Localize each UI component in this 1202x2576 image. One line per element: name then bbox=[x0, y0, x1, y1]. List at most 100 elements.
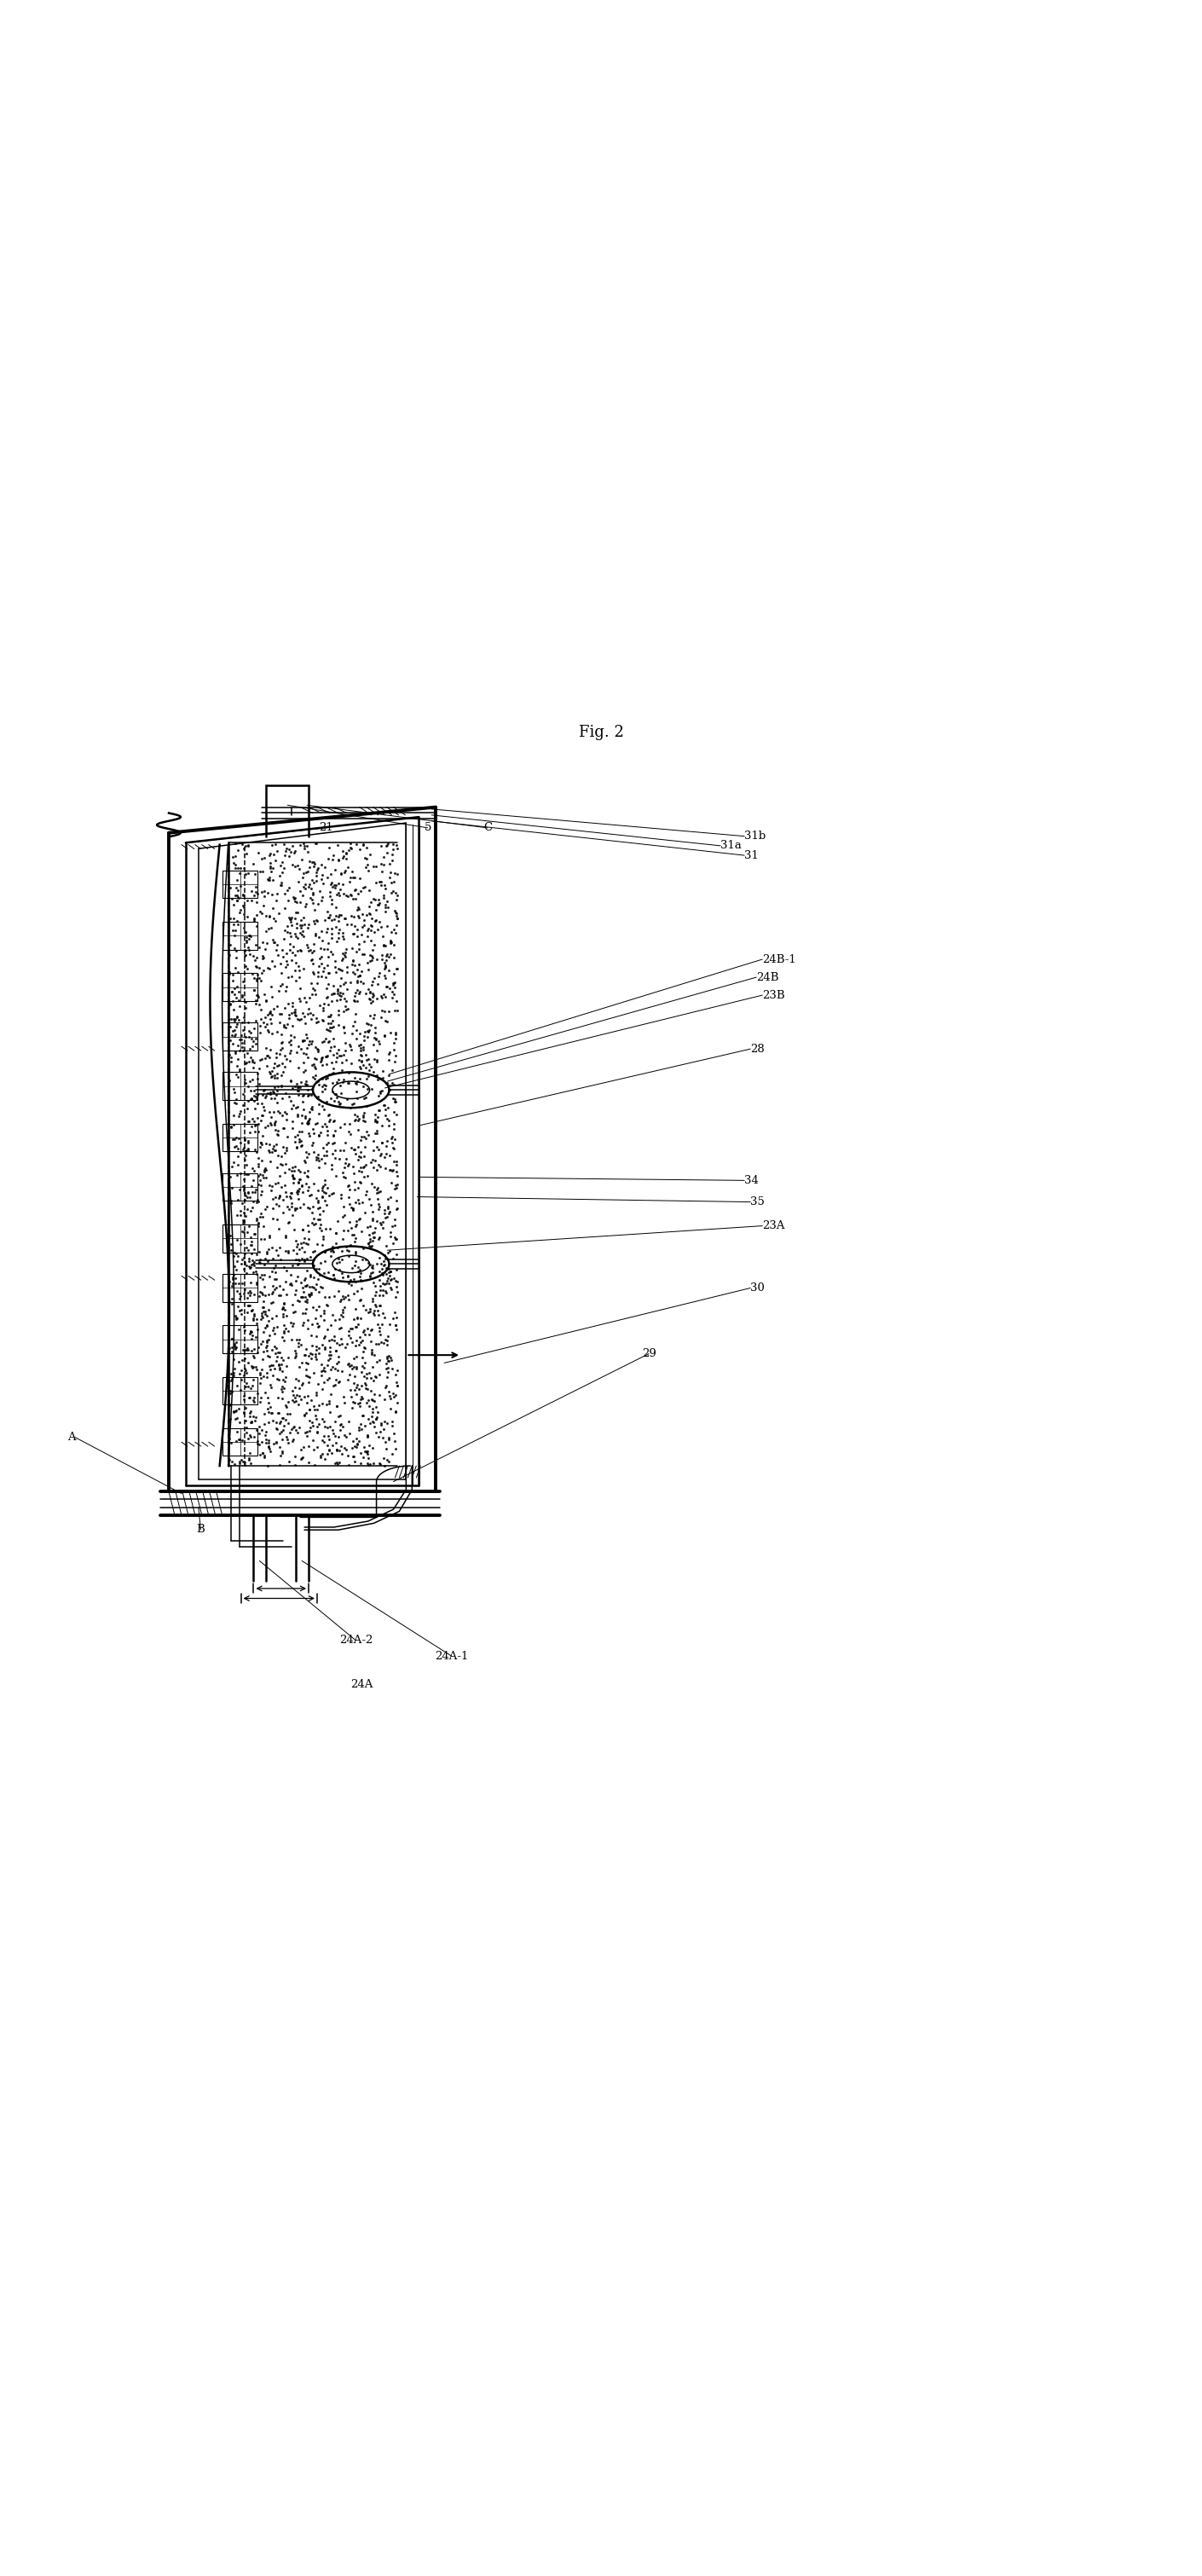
Point bbox=[370, 1285, 389, 1327]
Point bbox=[380, 1149, 399, 1190]
Point bbox=[268, 1056, 287, 1097]
Point bbox=[236, 1365, 255, 1406]
Point bbox=[315, 948, 334, 989]
Point bbox=[261, 992, 280, 1033]
Point bbox=[243, 871, 262, 912]
Point bbox=[331, 971, 350, 1012]
Point bbox=[285, 935, 304, 976]
Point bbox=[380, 1193, 399, 1234]
Point bbox=[254, 1285, 273, 1327]
Point bbox=[227, 966, 246, 1007]
Point bbox=[346, 992, 365, 1033]
Point bbox=[373, 935, 392, 976]
Point bbox=[353, 1319, 373, 1360]
Point bbox=[362, 1005, 381, 1046]
Point bbox=[238, 1291, 257, 1332]
Point bbox=[357, 1077, 376, 1118]
Point bbox=[304, 1056, 323, 1097]
Point bbox=[237, 920, 256, 961]
Point bbox=[244, 1020, 263, 1061]
Point bbox=[297, 1103, 316, 1144]
Point bbox=[261, 1430, 280, 1471]
Point bbox=[275, 1216, 294, 1257]
Point bbox=[240, 914, 260, 956]
Point bbox=[370, 1059, 389, 1100]
Point bbox=[227, 1298, 246, 1340]
Point bbox=[343, 943, 362, 984]
Point bbox=[376, 1270, 395, 1311]
Point bbox=[269, 1208, 288, 1249]
Point bbox=[370, 1412, 389, 1453]
Point bbox=[291, 912, 310, 953]
Point bbox=[222, 1319, 242, 1360]
Point bbox=[374, 1409, 393, 1450]
Point bbox=[343, 1381, 362, 1422]
Bar bbox=[222, 1275, 257, 1301]
Point bbox=[370, 1373, 389, 1414]
Point bbox=[244, 1417, 263, 1458]
Point bbox=[355, 933, 374, 974]
Point bbox=[230, 1352, 249, 1394]
Point bbox=[370, 1443, 389, 1484]
Point bbox=[263, 889, 282, 930]
Point bbox=[387, 1260, 406, 1301]
Point bbox=[385, 860, 404, 902]
Point bbox=[227, 1365, 246, 1406]
Point bbox=[237, 1131, 256, 1172]
Point bbox=[220, 925, 239, 966]
Point bbox=[317, 1036, 337, 1077]
Point bbox=[307, 822, 326, 863]
Point bbox=[329, 917, 349, 958]
Point bbox=[269, 1185, 288, 1226]
Point bbox=[358, 943, 377, 984]
Point bbox=[222, 971, 242, 1012]
Point bbox=[225, 999, 244, 1041]
Point bbox=[346, 1242, 365, 1283]
Point bbox=[359, 1010, 379, 1051]
Point bbox=[221, 999, 240, 1041]
Point bbox=[266, 899, 285, 940]
Point bbox=[266, 1077, 285, 1118]
Point bbox=[345, 1355, 364, 1396]
Point bbox=[323, 1414, 343, 1455]
Point bbox=[234, 1376, 254, 1417]
Point bbox=[287, 1224, 307, 1265]
Point bbox=[328, 1239, 347, 1280]
Point bbox=[236, 1059, 255, 1100]
Point bbox=[242, 1417, 261, 1458]
Point bbox=[333, 837, 352, 878]
Point bbox=[292, 1365, 311, 1406]
Point bbox=[323, 1115, 343, 1157]
Point bbox=[262, 1002, 281, 1043]
Point bbox=[345, 1244, 364, 1285]
Point bbox=[258, 1401, 278, 1443]
Point bbox=[284, 1376, 303, 1417]
Point bbox=[333, 933, 352, 974]
Point bbox=[242, 1221, 261, 1262]
Point bbox=[252, 837, 272, 878]
Point bbox=[345, 1440, 364, 1481]
Point bbox=[338, 1146, 357, 1188]
Point bbox=[351, 961, 370, 1002]
Point bbox=[248, 1409, 267, 1450]
Point bbox=[373, 914, 392, 956]
Point bbox=[317, 912, 337, 953]
Point bbox=[355, 1092, 374, 1133]
Point bbox=[257, 1296, 276, 1337]
Point bbox=[246, 1265, 266, 1306]
Point bbox=[260, 894, 279, 935]
Point bbox=[264, 1247, 284, 1288]
Point bbox=[254, 922, 273, 963]
Point bbox=[386, 1306, 405, 1347]
Point bbox=[263, 1188, 282, 1229]
Point bbox=[373, 1270, 392, 1311]
Point bbox=[262, 1051, 281, 1092]
Point bbox=[272, 1345, 291, 1386]
Point bbox=[298, 1309, 317, 1350]
Point bbox=[327, 1061, 346, 1103]
Point bbox=[327, 907, 346, 948]
Point bbox=[358, 1224, 377, 1265]
Point bbox=[304, 930, 323, 971]
Point bbox=[338, 1435, 357, 1476]
Point bbox=[385, 1028, 404, 1069]
